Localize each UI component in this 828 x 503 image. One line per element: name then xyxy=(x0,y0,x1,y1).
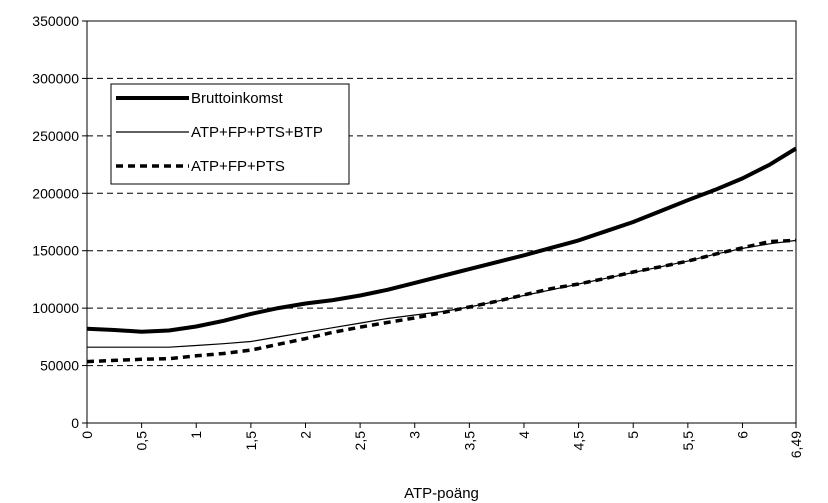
x-tick-label: 1 xyxy=(188,431,204,439)
legend-entry: Bruttoinkomst xyxy=(191,90,284,107)
x-tick-label: 3,5 xyxy=(461,431,477,451)
x-axis: 0 0,5 1 1,5 2 2,5 3 3,5 4 4,5 5 5,5 6 6,49 xyxy=(79,423,804,458)
x-tick-label: 2 xyxy=(297,431,313,439)
legend-entry: ATP+FP+PTS xyxy=(191,158,285,175)
y-tick-label: 100000 xyxy=(32,300,79,316)
series-layer xyxy=(86,146,798,364)
y-tick-label: 0 xyxy=(71,415,79,431)
y-tick-label: 250000 xyxy=(32,128,79,144)
x-tick-label: 1,5 xyxy=(243,431,259,451)
x-tick-label: 5 xyxy=(625,431,641,439)
legend-box xyxy=(110,83,350,185)
y-tick-label: 150000 xyxy=(32,243,79,259)
y-tick-label: 350000 xyxy=(32,13,79,29)
x-tick-label: 3 xyxy=(407,431,423,439)
x-tick-label: 4,5 xyxy=(571,431,587,451)
gridlines xyxy=(87,77,796,367)
y-tick-label: 200000 xyxy=(32,185,79,201)
x-axis-title: ATP-poäng xyxy=(404,485,479,502)
legend-entry: ATP+FP+PTS+BTP xyxy=(191,124,323,141)
x-tick-label: 6 xyxy=(734,431,750,439)
y-tick-label: 50000 xyxy=(40,358,79,374)
legend: Bruttoinkomst ATP+FP+PTS+BTP ATP+FP+PTS xyxy=(110,83,350,185)
plot-area-border xyxy=(86,20,797,424)
series-line-2 xyxy=(86,238,797,364)
x-tick-label: 2,5 xyxy=(352,431,368,451)
y-axis: 0 50000 100000 150000 200000 250000 300000 3500… xyxy=(32,13,87,431)
x-tick-label: 4 xyxy=(516,431,532,439)
series-line-0 xyxy=(86,146,798,334)
x-tick-label: 0,5 xyxy=(134,431,150,451)
x-tick-label: 6,49 xyxy=(788,431,804,458)
y-tick-label: 300000 xyxy=(32,70,79,86)
x-tick-label: 5,5 xyxy=(680,431,696,451)
x-tick-label: 0 xyxy=(79,431,95,439)
